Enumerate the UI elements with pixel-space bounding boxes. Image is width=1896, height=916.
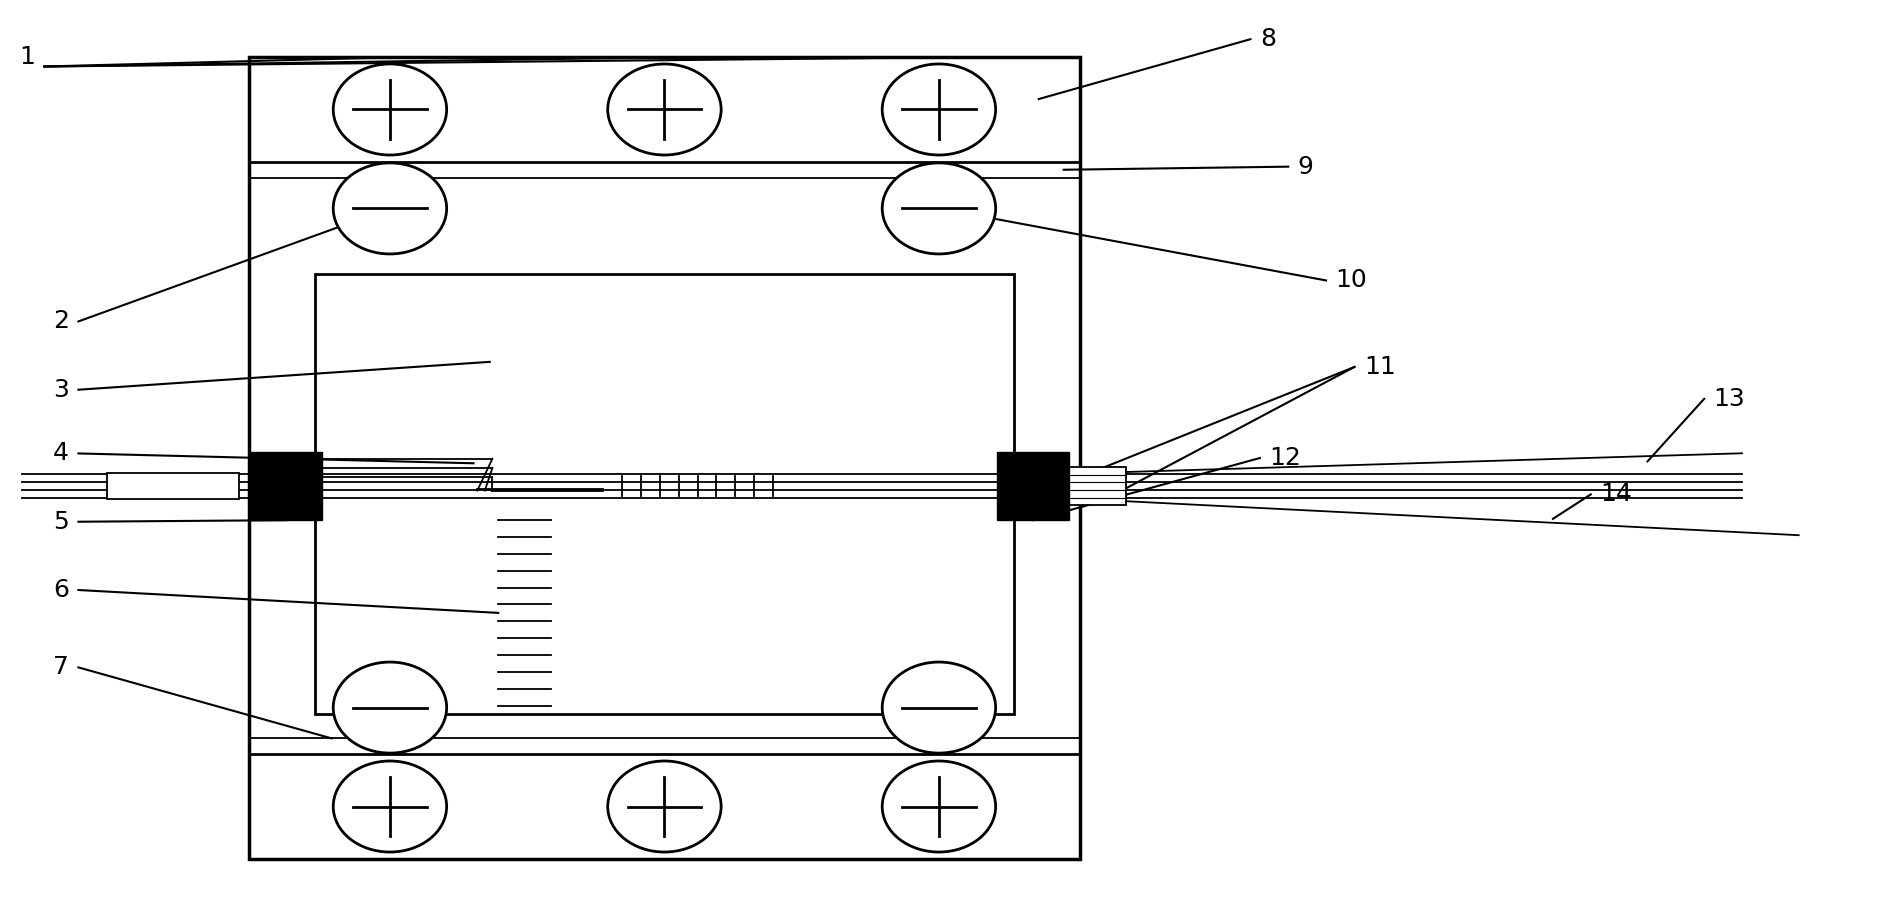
Ellipse shape	[882, 761, 995, 852]
Bar	[250, 452, 322, 520]
Ellipse shape	[609, 64, 720, 155]
Bar	[997, 452, 1069, 520]
Text: 4: 4	[53, 442, 68, 465]
Text: 10: 10	[1335, 268, 1367, 292]
Text: 11: 11	[1363, 355, 1395, 379]
Ellipse shape	[882, 64, 995, 155]
Ellipse shape	[609, 761, 720, 852]
Text: 7: 7	[53, 656, 68, 680]
Ellipse shape	[334, 761, 447, 852]
Ellipse shape	[882, 662, 995, 753]
Text: 2: 2	[53, 310, 68, 333]
Ellipse shape	[334, 163, 447, 254]
Bar	[1069, 467, 1126, 505]
Text: 12: 12	[1270, 446, 1301, 470]
Text: 9: 9	[1297, 155, 1314, 179]
Text: 8: 8	[1261, 27, 1276, 51]
Text: 13: 13	[1714, 387, 1746, 410]
Text: 6: 6	[53, 578, 68, 602]
Bar	[106, 474, 239, 499]
Text: 5: 5	[53, 509, 68, 534]
Ellipse shape	[334, 64, 447, 155]
Text: 14: 14	[1600, 483, 1632, 507]
Bar	[315, 274, 1014, 714]
Text: 3: 3	[53, 377, 68, 402]
Bar	[248, 58, 1081, 858]
Text: 1: 1	[19, 46, 34, 70]
Ellipse shape	[334, 662, 447, 753]
Ellipse shape	[882, 163, 995, 254]
